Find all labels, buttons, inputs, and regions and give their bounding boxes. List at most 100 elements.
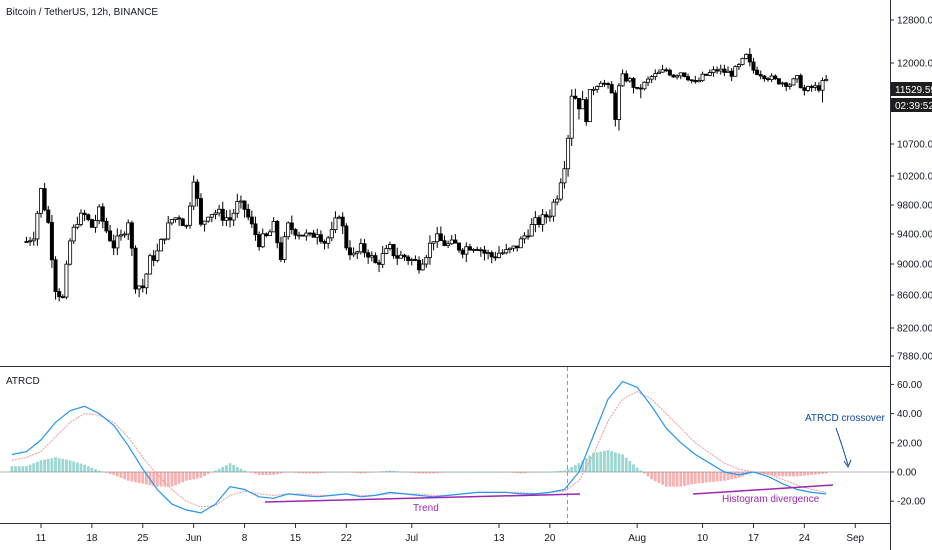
histogram-bar	[68, 460, 72, 472]
histogram-bar	[392, 470, 395, 472]
histogram-bar	[548, 472, 552, 473]
histogram-bar	[446, 472, 450, 473]
histogram-bar	[792, 472, 795, 477]
symbol-title[interactable]: Bitcoin / TetherUS, 12h, BINANCE	[6, 7, 158, 18]
candle-body	[264, 233, 269, 237]
price-tick-label: 9000.00	[897, 260, 932, 271]
candle-body	[824, 79, 829, 81]
candle-body	[467, 246, 472, 251]
candle-body	[104, 220, 109, 232]
candle-body	[373, 255, 378, 264]
histogram-bar	[337, 472, 341, 473]
candle-body	[384, 248, 389, 254]
crossover-arrow[interactable]	[835, 427, 849, 466]
histogram-bar	[472, 472, 475, 473]
candle-body	[482, 249, 487, 254]
candle-body	[93, 220, 98, 228]
candle-body	[606, 83, 611, 85]
histogram-bar	[719, 472, 723, 482]
candle-body	[547, 215, 552, 218]
candle-body	[471, 249, 476, 251]
histogram-bar	[344, 472, 348, 473]
histogram-bar	[497, 472, 501, 473]
candle-body	[315, 234, 320, 238]
histogram-bar	[679, 472, 683, 487]
candle-body	[133, 247, 138, 290]
candle-body	[809, 86, 814, 88]
indicator-title[interactable]: ATRCD	[6, 376, 40, 387]
signal-line	[11, 391, 827, 508]
candle-body	[442, 240, 447, 246]
divergence-line[interactable]	[692, 484, 834, 495]
histogram-bar	[366, 472, 370, 473]
candle-body	[180, 218, 185, 226]
histogram-bar	[733, 472, 737, 479]
histogram-bar	[315, 472, 319, 474]
histogram-bar	[268, 472, 272, 475]
atrcd-crossover-annotation[interactable]: ATRCD crossover	[805, 413, 885, 424]
candle-body	[791, 78, 796, 86]
histogram-bar	[228, 463, 232, 472]
time-axis[interactable]: 11 18 25 Jun 8 15 22 Jul 13 20 Aug 10 17 24 Sep	[36, 524, 865, 544]
candle-body	[536, 217, 541, 225]
histogram-bar	[682, 472, 686, 486]
histogram-bar	[824, 472, 828, 474]
histogram-bar	[377, 471, 381, 473]
histogram-bar	[97, 470, 101, 472]
candle-body	[457, 242, 462, 251]
histogram-bar	[810, 472, 814, 475]
histogram-bar	[297, 472, 301, 474]
histogram-bar	[762, 472, 766, 475]
price-tick-label: 8600.00	[897, 291, 932, 302]
histogram-bar	[621, 454, 624, 472]
indicator-axis[interactable]: 60.00 40.00 20.00 0.00 -20.00	[890, 380, 926, 508]
histogram-bar	[781, 472, 784, 477]
histogram-bar	[821, 472, 824, 474]
histogram-bar	[174, 472, 177, 486]
candle-body	[409, 259, 414, 261]
candle-body	[733, 66, 738, 77]
histogram-bar	[105, 472, 108, 473]
candle-body	[282, 236, 287, 260]
histogram-bar	[668, 472, 672, 487]
trend-line[interactable]	[264, 493, 581, 503]
candle-body	[747, 53, 752, 63]
time-tick-label: 13	[493, 533, 505, 544]
histogram-bar	[588, 455, 592, 472]
candle-body	[726, 70, 731, 73]
candle-body	[678, 72, 683, 77]
candle-body	[126, 222, 131, 235]
histogram-divergence-annotation[interactable]: Histogram divergence	[722, 494, 820, 505]
candle-body	[758, 74, 763, 77]
time-tick-label: 10	[697, 533, 709, 544]
histogram-bar	[777, 472, 781, 477]
candle-body	[351, 252, 356, 256]
histogram-bar	[224, 465, 228, 472]
candle-body	[151, 255, 156, 261]
candle-body	[362, 243, 367, 254]
candle-body	[162, 238, 167, 241]
histogram-bar	[515, 472, 519, 474]
candle-body	[744, 53, 749, 59]
candle-body	[780, 82, 785, 85]
indicator-tick-label: 20.00	[897, 438, 922, 449]
histogram-bar	[693, 472, 697, 484]
candle-body	[507, 247, 512, 250]
histogram-bar	[533, 472, 537, 473]
candle-body	[802, 87, 807, 91]
candle-body	[500, 252, 505, 255]
time-tick-label: Aug	[628, 533, 646, 544]
trend-annotation[interactable]: Trend	[413, 503, 439, 514]
candle-body	[736, 64, 741, 68]
histogram-bar	[592, 453, 595, 472]
candle-body	[224, 217, 229, 221]
histogram-bar	[210, 472, 214, 473]
candle-body	[275, 221, 280, 244]
histogram-bar	[21, 466, 25, 472]
histogram-bar	[606, 450, 610, 472]
time-tick-label: Jun	[186, 533, 202, 544]
candle-body	[555, 198, 560, 203]
candle-body	[395, 255, 400, 259]
candle-body	[653, 73, 658, 77]
